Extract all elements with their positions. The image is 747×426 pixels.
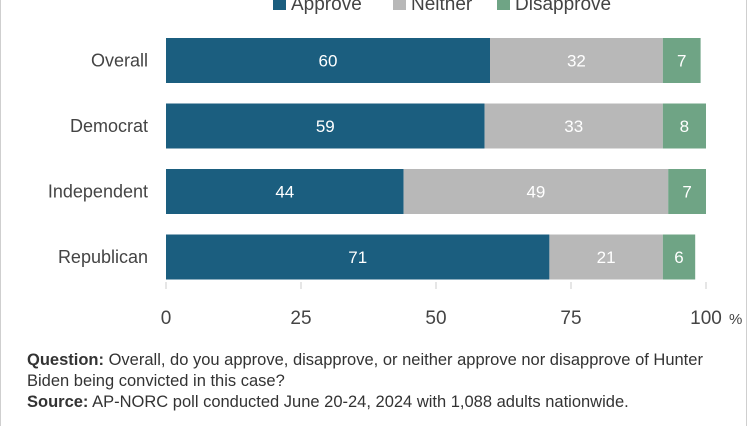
bar-overall-disapprove (662, 38, 701, 83)
x-tick-label-75: 75 (560, 308, 581, 329)
source-note: Source: AP-NORC poll conducted June 20-2… (27, 392, 742, 413)
bar-republican-approve (166, 234, 550, 280)
chart-notes: Question: Overall, do you approve, disap… (27, 350, 742, 413)
question-text: Overall, do you approve, disapprove, or … (27, 351, 703, 390)
bar-independent-approve (166, 169, 404, 214)
legend-swatch-disapprove (497, 0, 510, 10)
data-label-overall-approve: 60 (319, 52, 338, 71)
bar-independent-neither (403, 169, 669, 214)
data-label-republican-disapprove: 6 (674, 248, 683, 267)
x-axis-unit: % (729, 311, 742, 328)
legend-label-neither: Neither (411, 0, 473, 15)
data-label-republican-neither: 21 (597, 248, 616, 267)
x-tick-label-50: 50 (425, 308, 446, 329)
bar-republican-disapprove (662, 234, 696, 280)
x-tick-label-100: 100 (690, 308, 722, 329)
data-label-democrat-approve: 59 (316, 117, 335, 136)
bar-independent-disapprove (668, 169, 706, 214)
data-label-republican-approve: 71 (348, 248, 367, 267)
legend-label-approve: Approve (291, 0, 362, 15)
source-label: Source: (27, 393, 89, 411)
data-label-democrat-neither: 33 (564, 117, 583, 136)
category-label-overall: Overall (91, 51, 148, 71)
x-tick-label-25: 25 (290, 308, 311, 329)
bar-overall-neither (490, 38, 663, 83)
legend-swatch-approve (273, 0, 286, 10)
data-label-independent-disapprove: 7 (682, 183, 691, 202)
legend-label-disapprove: Disapprove (515, 0, 611, 15)
category-label-independent: Independent (48, 182, 148, 202)
category-label-democrat: Democrat (70, 116, 148, 136)
bar-democrat-disapprove (662, 103, 706, 149)
data-label-independent-approve: 44 (275, 183, 294, 202)
data-label-overall-disapprove: 7 (677, 52, 686, 71)
data-label-overall-neither: 32 (567, 52, 586, 71)
legend-swatch-neither (393, 0, 406, 10)
data-label-independent-neither: 49 (526, 183, 545, 202)
x-tick-label-0: 0 (161, 308, 172, 329)
bar-democrat-neither (484, 103, 663, 149)
question-note: Question: Overall, do you approve, disap… (27, 350, 742, 392)
question-label: Question: (27, 351, 104, 369)
bar-republican-neither (549, 234, 663, 280)
bar-democrat-approve (166, 103, 485, 149)
bar-overall-approve (166, 38, 490, 83)
data-label-democrat-disapprove: 8 (680, 117, 689, 136)
category-label-republican: Republican (58, 247, 148, 267)
source-text: AP-NORC poll conducted June 20-24, 2024 … (92, 393, 629, 411)
